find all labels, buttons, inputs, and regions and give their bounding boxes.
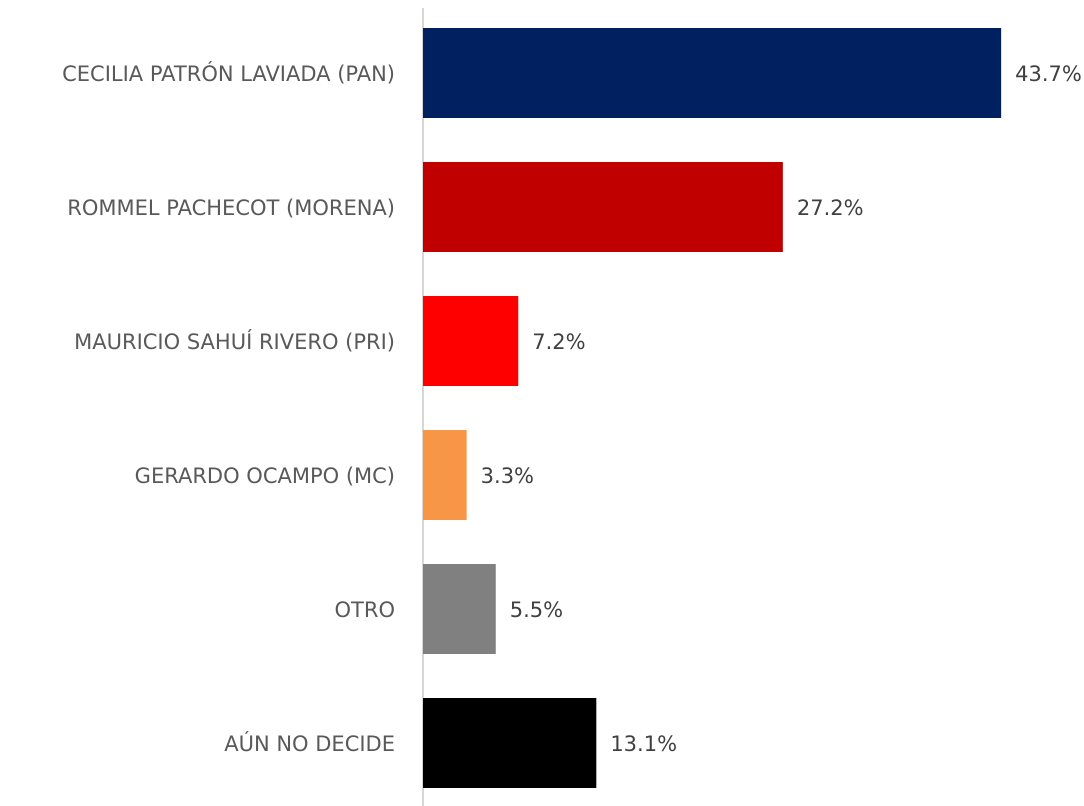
value-label: 7.2% [532, 330, 585, 354]
bar [423, 296, 519, 386]
value-label: 43.7% [1015, 62, 1082, 86]
bar [423, 698, 597, 788]
category-label: CECILIA PATRÓN LAVIADA (PAN) [62, 61, 395, 86]
bar [423, 28, 1002, 118]
value-label: 3.3% [481, 464, 534, 488]
category-label: OTRO [335, 598, 395, 622]
category-label: MAURICIO SAHUÍ RIVERO (PRI) [74, 329, 395, 354]
category-label: AÚN NO DECIDE [224, 731, 395, 756]
bar [423, 564, 496, 654]
value-label: 27.2% [797, 196, 864, 220]
bar [423, 162, 783, 252]
value-label: 13.1% [610, 732, 677, 756]
value-label: 5.5% [510, 598, 563, 622]
bar [423, 430, 467, 520]
category-label: GERARDO OCAMPO (MC) [135, 464, 395, 488]
category-label: ROMMEL PACHECOT (MORENA) [67, 196, 395, 220]
